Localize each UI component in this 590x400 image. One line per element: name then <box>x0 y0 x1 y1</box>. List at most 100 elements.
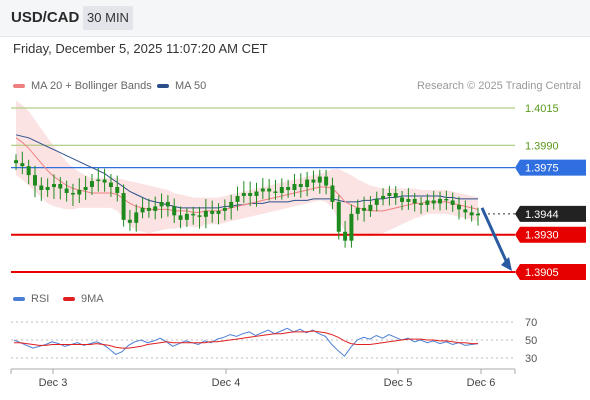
candle-body <box>336 201 341 232</box>
candle-body <box>159 201 164 207</box>
candle-body <box>457 204 462 210</box>
candle-body <box>83 187 88 190</box>
candle-body <box>393 192 398 198</box>
candle-body <box>463 209 468 213</box>
candle-body <box>305 179 310 188</box>
candle-body <box>70 192 75 195</box>
candle-body <box>431 200 436 204</box>
candle-body <box>260 188 265 192</box>
candle-body <box>235 195 240 202</box>
candle-body <box>172 206 177 216</box>
candle-body <box>286 187 291 190</box>
legend-ma20-label: MA 20 + Bollinger Bands <box>31 80 152 92</box>
level-label-1.3905: 1.3905 <box>525 267 559 279</box>
candle-body <box>438 198 443 204</box>
candle-body <box>400 197 405 202</box>
candle-body <box>58 184 63 189</box>
candle-body <box>419 203 424 205</box>
candle-body <box>324 176 329 186</box>
symbol-label: USD/CAD <box>11 9 80 26</box>
rsi-line <box>13 327 479 357</box>
candle-body <box>51 184 56 188</box>
candle-body <box>191 213 196 216</box>
candle-body <box>248 192 253 196</box>
candle-body <box>476 213 480 216</box>
candle-body <box>444 198 449 201</box>
candle-body <box>20 163 25 167</box>
x-tick-label: Dec 5 <box>384 377 413 389</box>
level-tag-1.3905 <box>515 264 586 280</box>
candle-body <box>134 212 139 223</box>
candle-body <box>210 210 215 214</box>
candle-body <box>425 200 430 205</box>
bollinger-band <box>16 100 478 237</box>
rsi-tick-70: 70 <box>525 317 537 329</box>
candle-body <box>77 190 82 195</box>
legend-rsi: RSI <box>13 293 49 305</box>
candle-body <box>32 175 37 186</box>
x-tick-label: Dec 3 <box>39 377 68 389</box>
level-label-1.3944: 1.3944 <box>525 209 559 221</box>
candle-body <box>146 207 151 211</box>
candle-body <box>197 215 202 217</box>
candle-body <box>317 176 322 183</box>
candle-body <box>127 219 132 223</box>
legend-ma20: MA 20 + Bollinger Bands <box>13 80 152 92</box>
legend-9ma: 9MA <box>63 293 104 305</box>
timeframe-button[interactable]: 30 MIN <box>83 6 133 30</box>
level-tag-1.3944 <box>515 205 586 222</box>
x-tick-label: Dec 6 <box>467 377 496 389</box>
legend-ma50-label: MA 50 <box>175 80 207 92</box>
candle-body <box>45 187 50 190</box>
candle-body <box>178 215 183 220</box>
candle-body <box>374 198 379 205</box>
x-tick-label: Dec 4 <box>212 377 241 389</box>
candle-body <box>343 231 348 241</box>
candle-body <box>241 192 246 196</box>
candle-body <box>14 160 18 164</box>
candle-body <box>222 207 227 211</box>
forecast-arrow-line <box>480 207 509 264</box>
level-tag-1.3975 <box>515 159 586 176</box>
candle-body <box>311 179 316 183</box>
candle-body <box>140 207 145 213</box>
candle-body <box>298 184 303 188</box>
candle-body <box>115 187 120 193</box>
candle-body <box>273 191 278 193</box>
timestamp: Friday, December 5, 2025 11:07:20 AM CET <box>13 41 268 56</box>
candle-body <box>412 198 417 204</box>
chart-header: USD/CAD 30 MIN <box>0 0 590 37</box>
rsi-ma-swatch <box>63 297 75 302</box>
level-tag-1.3930 <box>515 226 586 243</box>
forecast-arrow-head <box>501 257 512 271</box>
rsi-tick-50: 50 <box>525 335 537 347</box>
candle-body <box>450 200 455 205</box>
candle-body <box>102 179 107 183</box>
candle-body <box>89 181 94 188</box>
candle-body <box>203 210 208 217</box>
ma20-swatch <box>13 84 25 89</box>
candle-body <box>406 198 411 202</box>
candle-body <box>229 201 234 208</box>
candle-body <box>469 212 474 216</box>
candle-body <box>121 192 126 220</box>
candle-body <box>216 210 221 214</box>
candle-body <box>349 213 354 241</box>
candle-body <box>153 206 158 211</box>
level-label-1.4015: 1.4015 <box>525 103 559 115</box>
rsi-ma-line <box>14 330 478 349</box>
candle-body <box>26 166 31 176</box>
candle-body <box>387 192 392 196</box>
research-credit: Research © 2025 Trading Central <box>416 80 581 92</box>
level-label-1.3930: 1.3930 <box>525 230 559 242</box>
candle-body <box>292 184 297 190</box>
rsi-tick-30: 30 <box>525 353 537 365</box>
candle-body <box>267 188 272 192</box>
candle-body <box>368 204 373 211</box>
candle-body <box>279 187 284 193</box>
rsi-swatch <box>13 297 25 302</box>
candle-body <box>108 182 113 188</box>
candle-body <box>96 179 101 182</box>
candle-body <box>254 191 259 196</box>
candle-body <box>165 201 170 207</box>
